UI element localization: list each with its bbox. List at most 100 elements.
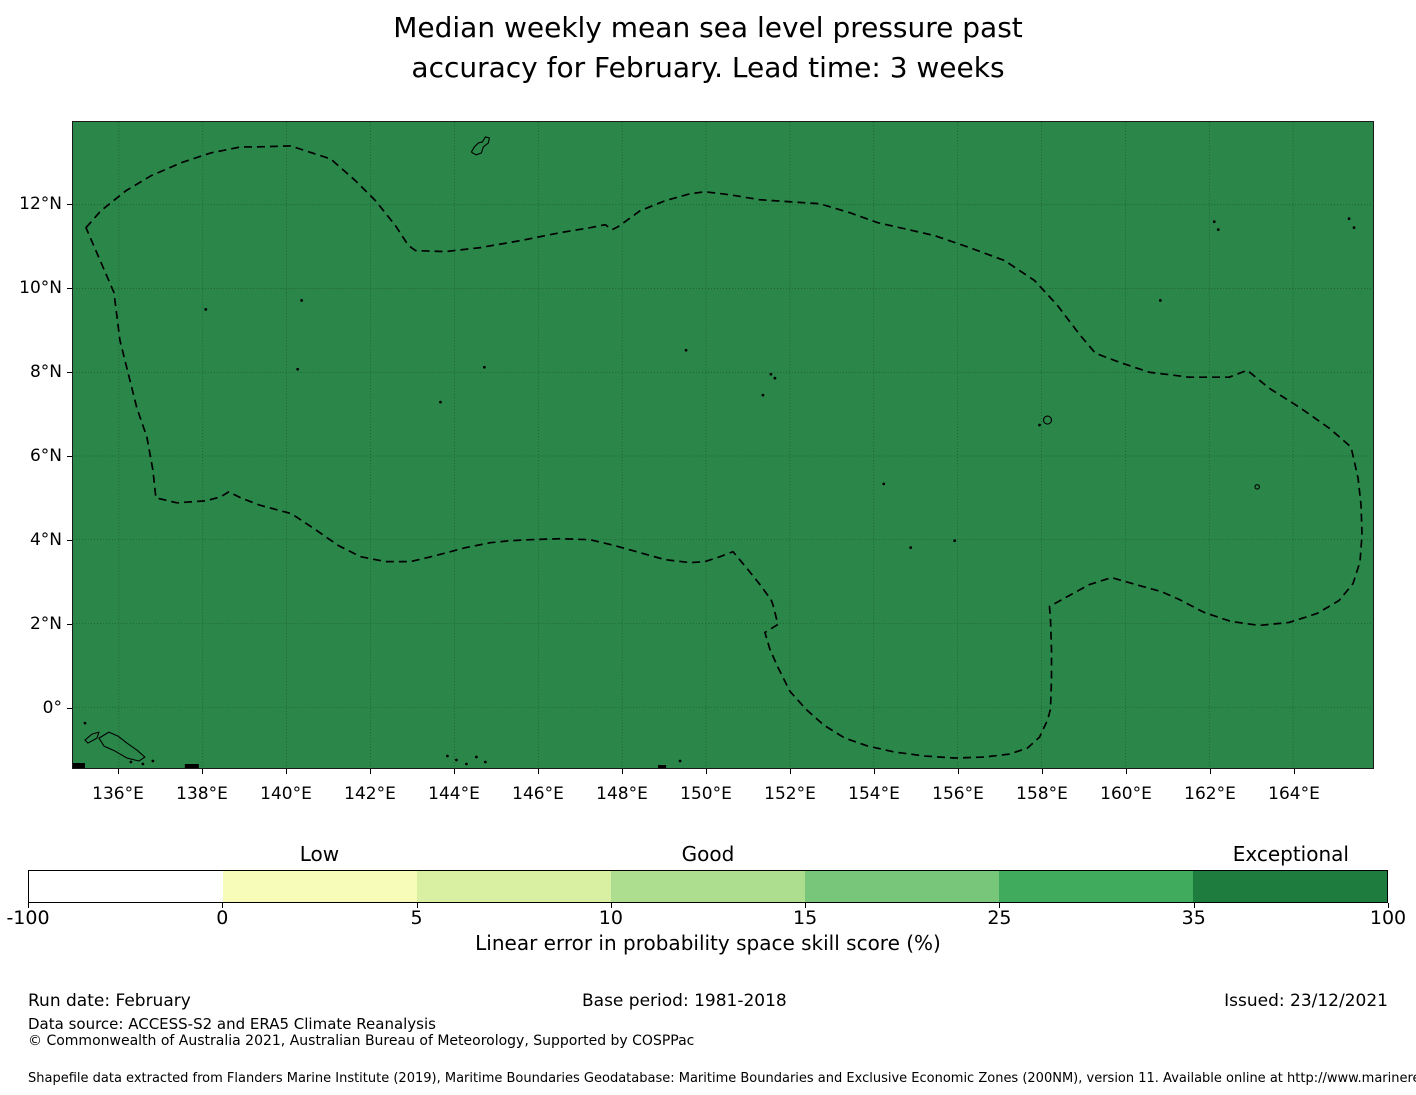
x-tick-mark (454, 769, 455, 774)
colorbar-segment (999, 871, 1193, 902)
x-tick-mark (118, 769, 119, 774)
island-speck (483, 760, 487, 764)
island-speck (129, 760, 133, 764)
y-tick-mark (67, 540, 72, 541)
x-tick-label: 148°E (596, 784, 648, 804)
colorbar-tick-label: -100 (6, 907, 50, 929)
x-tick-mark (1042, 769, 1043, 774)
colorbar-segment (417, 871, 611, 902)
x-tick-label: 142°E (344, 784, 396, 804)
colorbar-category-label: Exceptional (1232, 842, 1349, 866)
island-speck (769, 372, 773, 376)
island-speck (1158, 299, 1162, 302)
y-tick-mark (67, 372, 72, 373)
x-tick-mark (538, 769, 539, 774)
x-tick-mark (1210, 769, 1211, 774)
colorbar-segment (29, 871, 223, 902)
map-gridlines (73, 122, 1373, 768)
x-tick-label: 160°E (1100, 784, 1152, 804)
island-speck (446, 754, 449, 758)
island-speck (455, 758, 458, 762)
colorbar-tick-label: 35 (1181, 907, 1206, 929)
x-tick-label: 164°E (1268, 784, 1320, 804)
island-speck (684, 348, 688, 352)
y-tick-label: 6°N (29, 446, 62, 466)
x-tick-mark (958, 769, 959, 774)
colorbar-segment (223, 871, 417, 902)
island-speck (1216, 228, 1220, 232)
island-outline-newireland (98, 731, 146, 762)
colorbar-tick-label: 5 (410, 907, 423, 929)
island-speck (296, 367, 300, 371)
x-tick-label: 146°E (512, 784, 564, 804)
island-speck (761, 393, 765, 397)
y-tick-label: 2°N (29, 614, 62, 634)
colorbar-segment (1193, 871, 1387, 902)
island-speck (482, 365, 486, 369)
x-tick-mark (874, 769, 875, 774)
island-outline-east (1254, 484, 1260, 490)
island-speck (83, 721, 87, 725)
colorbar-tick-mark (805, 903, 807, 908)
x-tick-label: 138°E (176, 784, 228, 804)
island-speck (1347, 217, 1351, 221)
island-speck (151, 759, 155, 763)
footer-data-source: Data source: ACCESS-S2 and ERA5 Climate … (28, 1015, 436, 1033)
colorbar-tick-mark (416, 903, 418, 908)
colorbar-tick-mark (610, 903, 612, 908)
x-tick-mark (286, 769, 287, 774)
island-speck (909, 546, 913, 550)
y-tick-mark (67, 708, 72, 709)
island-speck (464, 762, 468, 766)
colorbar-tick-label: 100 (1369, 907, 1407, 929)
footer-shapefile-note: Shapefile data extracted from Flanders M… (28, 1071, 1416, 1086)
colorbar-tick-mark (222, 903, 224, 908)
colorbar-axis-label: Linear error in probability space skill … (475, 931, 941, 955)
island-outlines (84, 136, 1260, 762)
map-area (72, 121, 1374, 769)
x-tick-mark (706, 769, 707, 774)
y-tick-label: 10°N (19, 278, 62, 298)
island-speck (439, 400, 442, 404)
colorbar-tick-label: 0 (216, 907, 229, 929)
x-tick-label: 150°E (680, 784, 732, 804)
colorbar-tick-mark (28, 903, 29, 908)
x-tick-label: 144°E (428, 784, 480, 804)
colorbar-tick-label: 10 (598, 907, 623, 929)
island-speck (953, 539, 957, 543)
colorbar-tick-mark (1388, 903, 1389, 908)
y-tick-mark (67, 288, 72, 289)
y-tick-mark (67, 204, 72, 205)
island-speck (300, 299, 304, 302)
footer-base-period: Base period: 1981-2018 (582, 991, 787, 1011)
eez-boundary-outline (85, 145, 1363, 759)
colorbar-segment (805, 871, 999, 902)
colorbar-tick-label: 15 (793, 907, 818, 929)
x-tick-mark (202, 769, 203, 774)
x-tick-label: 158°E (1016, 784, 1068, 804)
x-tick-mark (370, 769, 371, 774)
x-tick-mark (1126, 769, 1127, 774)
chart-title: Median weekly mean sea level pressure pa… (0, 8, 1416, 88)
x-tick-label: 152°E (764, 784, 816, 804)
x-tick-label: 162°E (1184, 784, 1236, 804)
colorbar-tick-mark (1193, 903, 1195, 908)
y-tick-label: 8°N (29, 362, 62, 382)
y-tick-label: 4°N (29, 530, 62, 550)
x-tick-label: 136°E (92, 784, 144, 804)
island-speck (1212, 220, 1216, 224)
island-speck (773, 376, 777, 380)
colorbar-tick-label: 25 (987, 907, 1012, 929)
colorbar-category-label: Low (299, 842, 340, 866)
chart-title-line2: accuracy for February. Lead time: 3 week… (411, 51, 1005, 84)
y-tick-label: 0° (42, 698, 62, 718)
footer-copyright: © Commonwealth of Australia 2021, Austra… (28, 1033, 695, 1049)
island-speck (474, 755, 478, 759)
x-tick-label: 156°E (932, 784, 984, 804)
coastline-edge-blobs (73, 763, 667, 768)
island-speck (678, 759, 682, 763)
footer-issued: Issued: 23/12/2021 (1224, 991, 1388, 1011)
chart-title-line1: Median weekly mean sea level pressure pa… (393, 11, 1023, 44)
island-speck (204, 308, 208, 311)
